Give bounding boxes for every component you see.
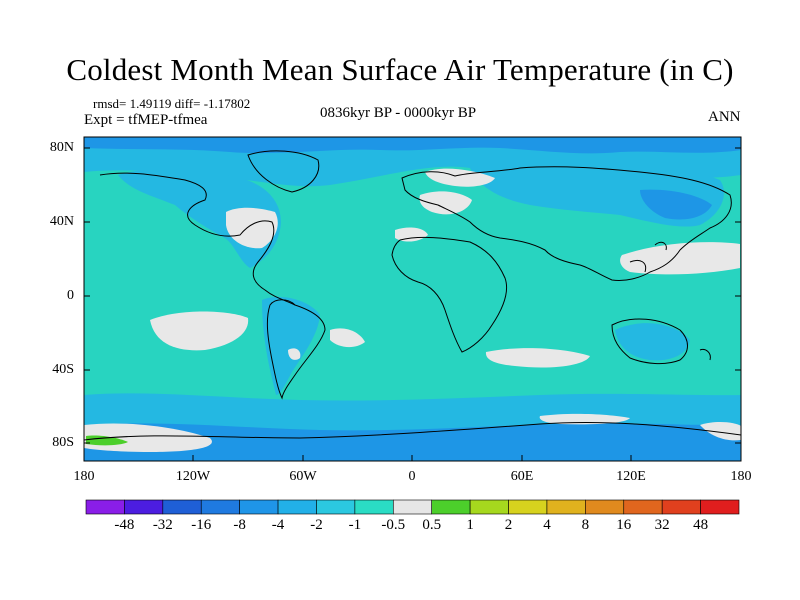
colorbar-swatch [277, 499, 317, 515]
colorbar-swatch [508, 499, 548, 515]
colorbar-label: -4 [271, 517, 285, 533]
lat-label-80n: 80N [49, 140, 74, 155]
colorbar-label: 8 [581, 517, 590, 533]
period-label: 0836kyr BP - 0000kyr BP [320, 105, 477, 121]
warm-patch-antarctic [86, 435, 128, 446]
colorbar-swatch [469, 499, 509, 515]
colorbar-label: 2 [504, 517, 513, 533]
colorbar-label: -48 [114, 517, 135, 533]
near-zero-patch-pacific-sector [700, 422, 741, 441]
lon-label-60e: 60E [510, 469, 534, 484]
colorbar-swatch [354, 499, 394, 515]
colorbar-label: 16 [616, 517, 632, 533]
map-title: Coldest Month Mean Surface Air Temperatu… [66, 52, 734, 87]
australia-cool-region [615, 323, 690, 361]
coastlines [84, 150, 741, 441]
colorbar-swatch [124, 499, 164, 515]
colorbar-swatch [392, 499, 433, 515]
map-ticks [83, 147, 742, 461]
colorbar-label: -8 [233, 517, 246, 533]
arctic-cold-region [84, 137, 741, 154]
near-zero-patch-mediterranean [419, 191, 472, 215]
colorbar-swatch [661, 499, 701, 515]
colorbar-label: -16 [191, 517, 212, 533]
colorbar-swatch [431, 499, 471, 515]
lon-label-180w: 180 [73, 469, 95, 484]
near-zero-patch-north-africa [395, 227, 428, 242]
colorbar-swatch [316, 499, 356, 515]
lon-label-120e: 120E [616, 469, 646, 484]
colorbar-label: 1 [466, 517, 474, 533]
colorbar-label: -1 [348, 517, 362, 533]
near-zero-patch-north-pacific [620, 242, 740, 275]
lat-label-0: 0 [67, 288, 74, 303]
lat-label-40n: 40N [49, 214, 74, 229]
near-zero-patch-east-antarctic [539, 413, 630, 425]
far-east-cold-region [640, 189, 712, 220]
colorbar-swatch [239, 499, 279, 515]
temperature-field [84, 137, 741, 461]
colorbar [85, 499, 740, 515]
lat-label-80s: 80S [52, 435, 74, 450]
colorbar-label: 32 [654, 517, 670, 533]
near-zero-patch-south-atlantic [330, 328, 365, 348]
near-zero-patch-north-america [226, 207, 278, 249]
colorbar-swatch [700, 499, 740, 515]
colorbar-swatch [585, 499, 625, 515]
near-zero-patch-south-pacific [150, 311, 249, 351]
colorbar-swatch [623, 499, 663, 515]
colorbar-swatch [162, 499, 202, 515]
experiment-label: Expt = tfMEP-tfmea [84, 112, 208, 128]
colorbar-label: -0.5 [381, 517, 406, 533]
near-zero-patch-indian-ocean [485, 348, 590, 368]
lon-label-60w: 60W [289, 469, 317, 484]
colorbar-label: 0.5 [422, 517, 442, 533]
colorbar-label: -2 [310, 517, 323, 533]
near-zero-patch-patagonia [288, 348, 301, 360]
colorbar-swatch [200, 499, 240, 515]
colorbar-label: 48 [693, 517, 709, 533]
near-zero-patch-ross-sea [84, 423, 212, 452]
lat-label-40s: 40S [52, 362, 74, 377]
colorbar-label: -32 [152, 517, 173, 533]
antarctic-cold-band [84, 423, 741, 461]
colorbar-swatch [85, 499, 125, 515]
lon-label-180e: 180 [730, 469, 752, 484]
season-label: ANN [708, 109, 741, 125]
colorbar-swatch [546, 499, 586, 515]
south-america-cool-region [262, 296, 320, 395]
rmsd-diff-stats: rmsd= 1.49119 diff= -1.17802 [93, 96, 251, 111]
lon-label-120w: 120W [175, 469, 211, 484]
lon-label-0: 0 [408, 469, 416, 484]
colorbar-label: 4 [543, 517, 551, 533]
